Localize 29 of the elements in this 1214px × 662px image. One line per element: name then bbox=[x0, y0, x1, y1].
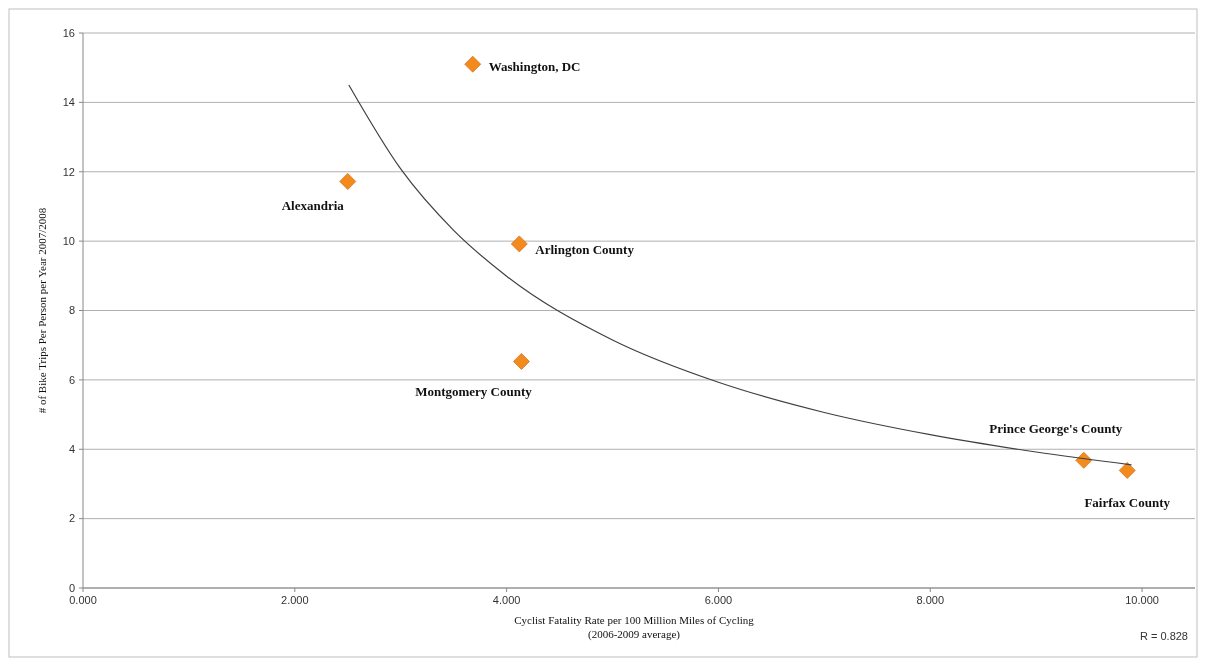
annotation: Fairfax County bbox=[1084, 494, 1171, 510]
x-axis-title: Cyclist Fatality Rate per 100 Million Miles of Cycling (2006-2009 average) bbox=[514, 614, 755, 641]
x-tick-label: 0.000 bbox=[69, 594, 97, 606]
x-tick-label: 8.000 bbox=[916, 594, 944, 606]
y-tick-label: 16 bbox=[62, 26, 75, 39]
y-tick-label: 6 bbox=[68, 373, 75, 386]
y-axis-title: # of Bike Trips Per Person per Year 2007/2008 bbox=[36, 207, 48, 414]
annotation: Washington, DC bbox=[488, 58, 581, 74]
annotation: Arlington County bbox=[535, 242, 635, 258]
y-tick-label: 4 bbox=[68, 443, 75, 456]
point bbox=[1118, 462, 1136, 479]
x-tick-label: 4.000 bbox=[492, 594, 521, 606]
x-tick-label: 10.000 bbox=[1125, 594, 1159, 606]
y-tick-label: 0 bbox=[68, 581, 75, 594]
x-tick-label: 6.000 bbox=[704, 594, 733, 606]
x-tick-label: 2.000 bbox=[281, 594, 309, 606]
text: R = 0.828 bbox=[1139, 630, 1188, 642]
annotation: Prince George's County bbox=[989, 420, 1123, 436]
point bbox=[510, 235, 528, 253]
y-tick-label: 14 bbox=[62, 96, 75, 109]
annotation: Alexandria bbox=[281, 198, 345, 214]
y-tick-label: 2 bbox=[68, 512, 75, 525]
point bbox=[464, 55, 482, 73]
annotation: Montgomery County bbox=[415, 384, 533, 400]
y-tick-label: 10 bbox=[62, 234, 75, 247]
y-tick-label: 8 bbox=[68, 304, 75, 317]
y-tick-label: 12 bbox=[62, 165, 75, 178]
point bbox=[339, 173, 357, 190]
point bbox=[513, 353, 530, 370]
